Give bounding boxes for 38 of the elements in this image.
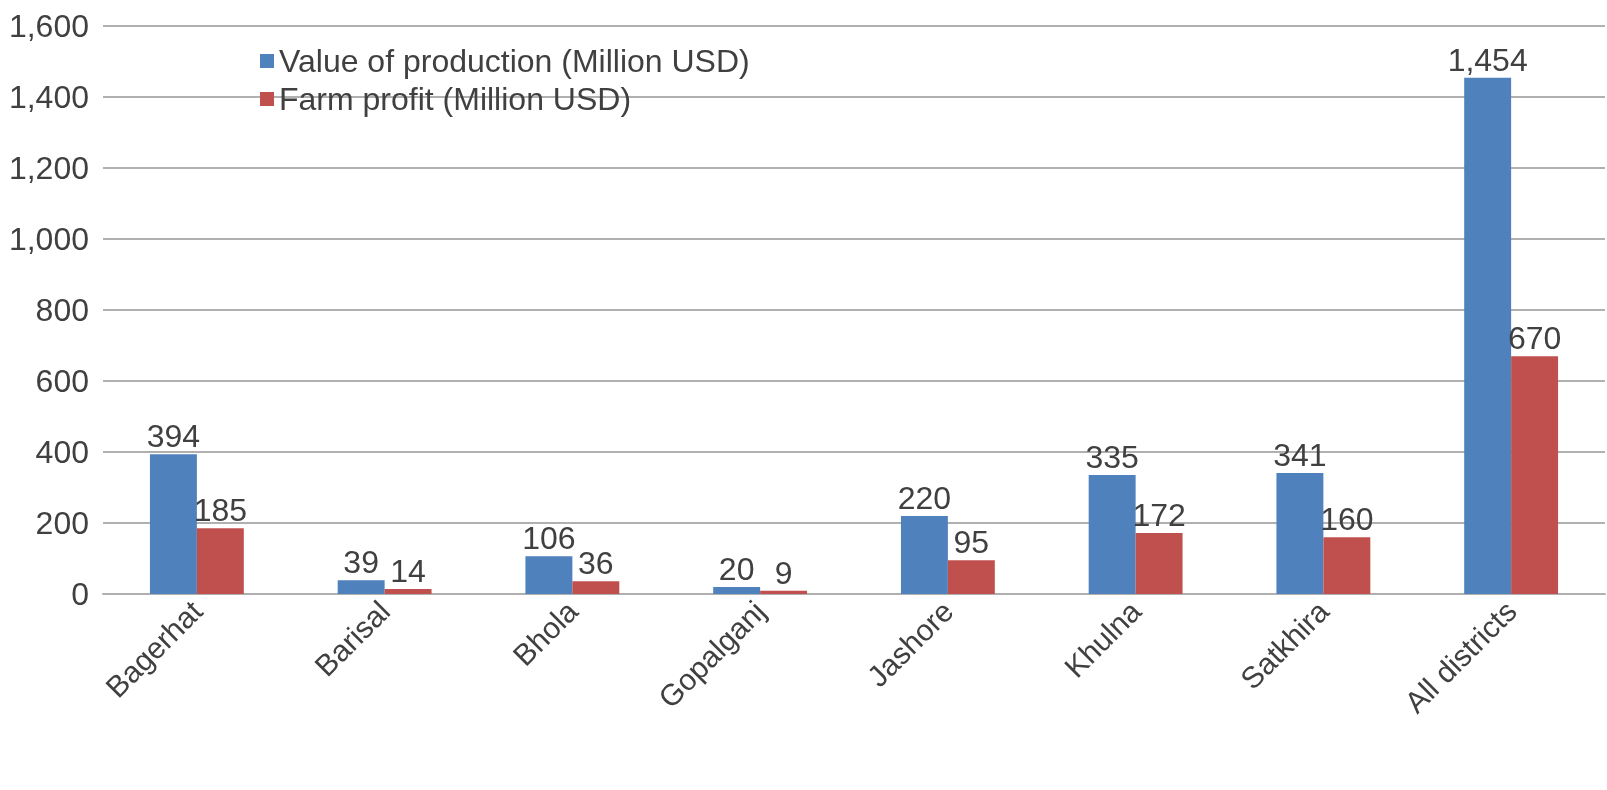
bar [525,556,573,594]
data-label: 1,454 [1447,41,1528,78]
bar [1135,532,1183,594]
y-tick-label: 1,400 [8,79,89,115]
y-tick-label: 1,000 [8,221,89,257]
y-tick-label: 800 [35,292,89,328]
data-label: 106 [522,520,576,557]
data-label: 36 [578,545,614,582]
bar [900,515,948,594]
bar [149,454,197,594]
data-label: 9 [774,554,793,591]
bar [196,528,244,594]
data-label: 341 [1273,436,1327,473]
data-label: 20 [718,550,755,587]
y-tick-label: 400 [35,434,89,470]
y-tick-label: 1,200 [8,150,89,186]
bar [337,580,385,594]
bar [384,589,432,594]
y-tick-label: 0 [71,576,89,612]
y-tick-label: 200 [35,505,89,541]
bar [1276,472,1324,594]
bar [947,560,995,594]
data-label: 394 [146,418,201,455]
bar [713,586,761,594]
y-tick-label: 600 [35,363,89,399]
y-tick-label: 1,600 [8,8,89,44]
data-label: 39 [343,544,379,581]
data-label: 220 [897,479,952,516]
data-label: 14 [390,553,426,590]
legend-label: Value of production (Million USD) [279,43,750,79]
bar [1088,475,1136,594]
legend-label: Farm profit (Million USD) [279,81,632,117]
bar [1511,356,1559,594]
data-label: 95 [953,524,990,561]
bar [1323,537,1371,594]
bar [572,581,620,594]
data-label: 335 [1085,439,1139,476]
bar [760,590,808,594]
